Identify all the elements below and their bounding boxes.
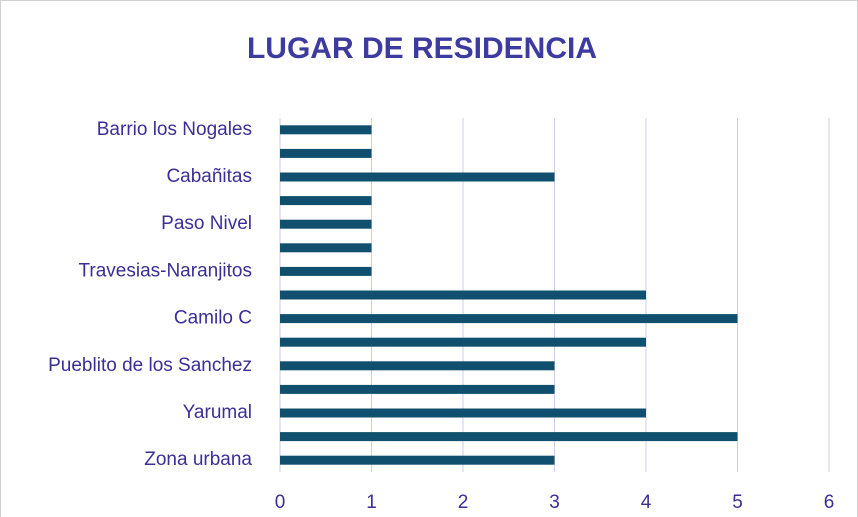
bar xyxy=(280,408,646,418)
bar xyxy=(280,266,372,276)
x-tick-label: 4 xyxy=(641,492,652,513)
y-tick-label: Yarumal xyxy=(183,402,252,423)
y-tick-label: Paso Nivel xyxy=(161,213,252,234)
y-tick-label: Camilo C xyxy=(174,308,252,329)
x-tick-label: 5 xyxy=(732,492,743,513)
x-tick-label: 6 xyxy=(824,492,835,513)
bar xyxy=(280,337,646,347)
bar xyxy=(280,290,646,300)
bar xyxy=(280,361,555,371)
y-tick-label: Pueblito de los Sanchez xyxy=(48,355,252,376)
bar xyxy=(280,455,555,465)
y-tick-label: Barrio los Nogales xyxy=(97,119,252,140)
bar xyxy=(280,125,372,135)
chart-title: LUGAR DE RESIDENCIA xyxy=(247,32,597,65)
x-tick-label: 1 xyxy=(366,492,377,513)
x-tick-label: 0 xyxy=(275,492,286,513)
x-tick-label: 2 xyxy=(458,492,469,513)
bar xyxy=(280,172,555,182)
y-tick-label: Zona urbana xyxy=(144,449,252,470)
bar xyxy=(280,148,372,158)
x-tick-label: 3 xyxy=(549,492,560,513)
bar xyxy=(280,196,372,206)
bar xyxy=(280,243,372,253)
bar xyxy=(280,432,738,442)
y-tick-label: Cabañitas xyxy=(166,166,252,187)
bar xyxy=(280,384,555,394)
bar xyxy=(280,219,372,229)
bar xyxy=(280,314,738,324)
y-tick-label: Travesias-Naranjitos xyxy=(78,260,252,281)
